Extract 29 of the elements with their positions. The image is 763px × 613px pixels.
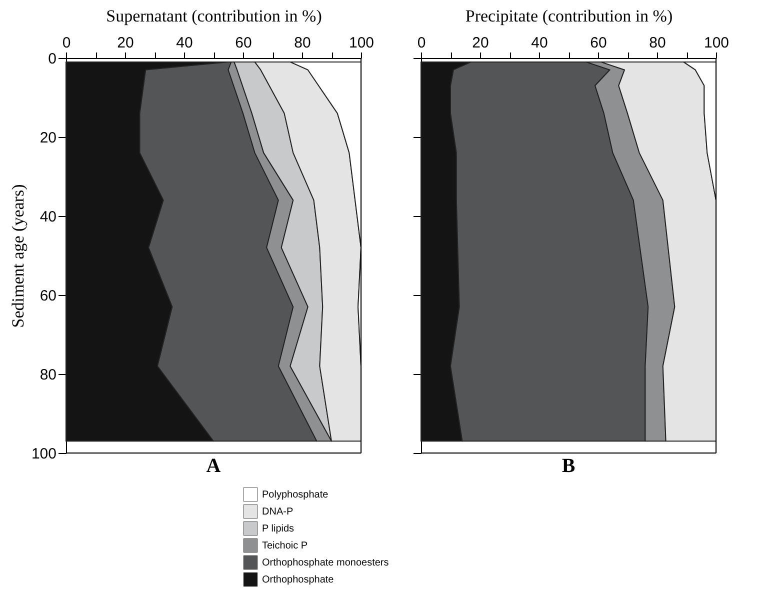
- legend-label: P lipids: [262, 524, 294, 534]
- x-axis-title: Precipitate (contribution in %): [465, 6, 673, 26]
- x-tick-label: 20: [117, 34, 134, 52]
- x-tick-label: 40: [531, 34, 548, 52]
- legend-label: Orthophosphate: [262, 574, 334, 586]
- x-tick-label: 80: [649, 34, 666, 52]
- y-tick-label: 0: [48, 50, 56, 68]
- legend-label: Orthophosphate monoesters: [262, 558, 389, 568]
- x-tick-label: 100: [348, 34, 374, 52]
- y-tick-label: 100: [31, 446, 56, 462]
- x-tick-label: 60: [590, 34, 607, 52]
- x-axis-title: Supernatant (contribution in %): [106, 6, 322, 26]
- legend-label: Teichoic P: [262, 540, 308, 552]
- x-tick-label: 100: [704, 34, 730, 52]
- legend-label: Polyphosphate: [262, 490, 329, 500]
- y-axis-title: Sediment age (years): [8, 184, 28, 328]
- y-tick-label: 60: [40, 288, 56, 304]
- x-tick-label: 20: [472, 34, 489, 52]
- text: A: [206, 455, 222, 477]
- x-tick-label: 60: [235, 34, 252, 52]
- x-tick-label: 0: [62, 34, 71, 52]
- y-tick-label: 20: [40, 130, 56, 146]
- y-tick-label: 80: [40, 366, 56, 384]
- x-tick-label: 80: [294, 34, 311, 52]
- text: B: [562, 455, 576, 477]
- x-tick-label: 40: [176, 34, 193, 52]
- legend-label: DNA-P: [262, 506, 294, 518]
- x-tick-label: 0: [417, 34, 426, 52]
- y-tick-label: 40: [40, 208, 56, 226]
